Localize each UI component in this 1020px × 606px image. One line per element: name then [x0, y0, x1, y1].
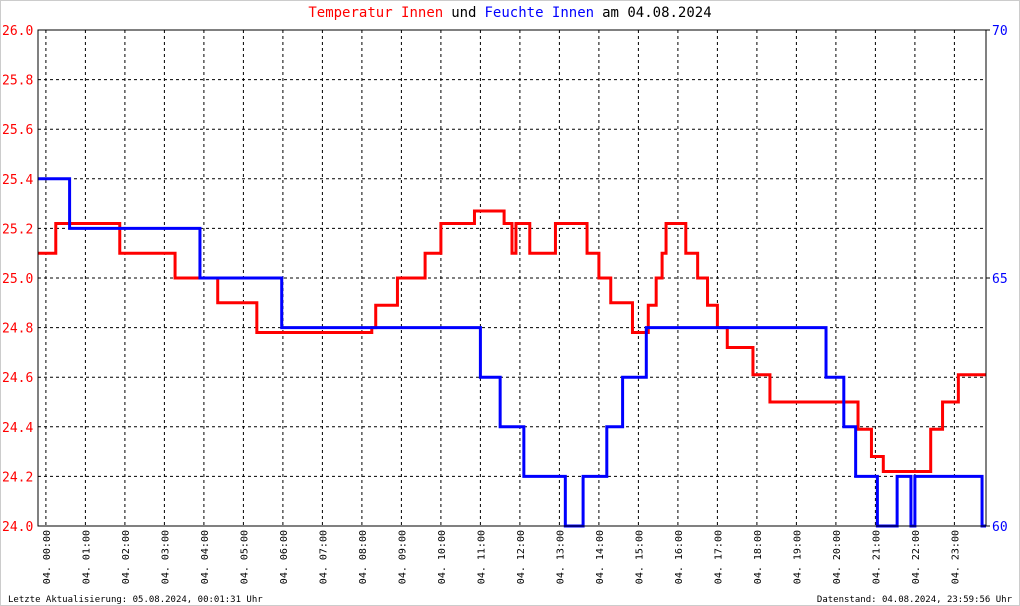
y-tick-label: 24.4: [2, 421, 33, 436]
x-tick-label: 04. 03:00: [160, 530, 171, 584]
x-tick-label: 04. 18:00: [753, 530, 764, 584]
title-part: am 04.08.2024: [602, 5, 712, 21]
x-tick-label: 04. 06:00: [279, 530, 290, 584]
x-tick-label: 04. 17:00: [713, 530, 724, 584]
y-tick-label: 25.4: [2, 173, 33, 188]
footer-right: Datenstand: 04.08.2024, 23:59:56 Uhr: [817, 595, 1013, 605]
chart-title: Temperatur Innen und Feuchte Innen am 04.08…: [308, 5, 711, 21]
plot-border: [37, 29, 987, 527]
x-tick-label: 04. 09:00: [397, 530, 408, 584]
x-tick-label: 04. 02:00: [121, 530, 132, 584]
y-tick-label: 24.8: [2, 322, 33, 337]
x-tick-label: 04. 16:00: [674, 530, 685, 584]
y-tick-label: 24.6: [2, 371, 33, 386]
y-tick-label: 25.6: [2, 123, 33, 138]
x-tick-label: 04. 10:00: [437, 530, 448, 584]
x-tick-label: 04. 12:00: [516, 530, 527, 584]
y-tick-label: 24.2: [2, 470, 33, 485]
title-part: und: [451, 5, 476, 21]
y-tick-label: 25.8: [2, 74, 33, 89]
y-tick-label: 24.0: [2, 520, 33, 535]
x-tick-label: 04. 23:00: [950, 530, 961, 584]
y2-tick-label: 60: [992, 520, 1008, 535]
x-tick-label: 04. 01:00: [81, 530, 92, 584]
y-tick-label: 26.0: [2, 24, 33, 39]
x-tick-label: 04. 11:00: [476, 530, 487, 584]
y2-tick-label: 65: [992, 272, 1008, 287]
x-tick-label: 04. 15:00: [634, 530, 645, 584]
series-line: [38, 177, 986, 528]
y-tick-label: 25.2: [2, 222, 33, 237]
x-tick-label: 04. 13:00: [555, 530, 566, 584]
x-tick-label: 04. 04:00: [200, 530, 211, 584]
x-tick-label: 04. 21:00: [871, 530, 882, 584]
x-tick-label: 04. 00:00: [42, 530, 53, 584]
x-tick-label: 04. 14:00: [595, 530, 606, 584]
x-tick-label: 04. 20:00: [832, 530, 843, 584]
title-part: Temperatur Innen: [308, 5, 443, 21]
x-tick-label: 04. 05:00: [239, 530, 250, 584]
title-part: Feuchte Innen: [485, 5, 595, 21]
footer-left: Letzte Aktualisierung: 05.08.2024, 00:01…: [8, 595, 263, 605]
y2-tick-label: 70: [992, 24, 1008, 39]
x-tick-label: 04. 19:00: [792, 530, 803, 584]
x-tick-label: 04. 07:00: [318, 530, 329, 584]
x-tick-label: 04. 08:00: [358, 530, 369, 584]
x-tick-label: 04. 22:00: [911, 530, 922, 584]
y-tick-label: 25.0: [2, 272, 33, 287]
